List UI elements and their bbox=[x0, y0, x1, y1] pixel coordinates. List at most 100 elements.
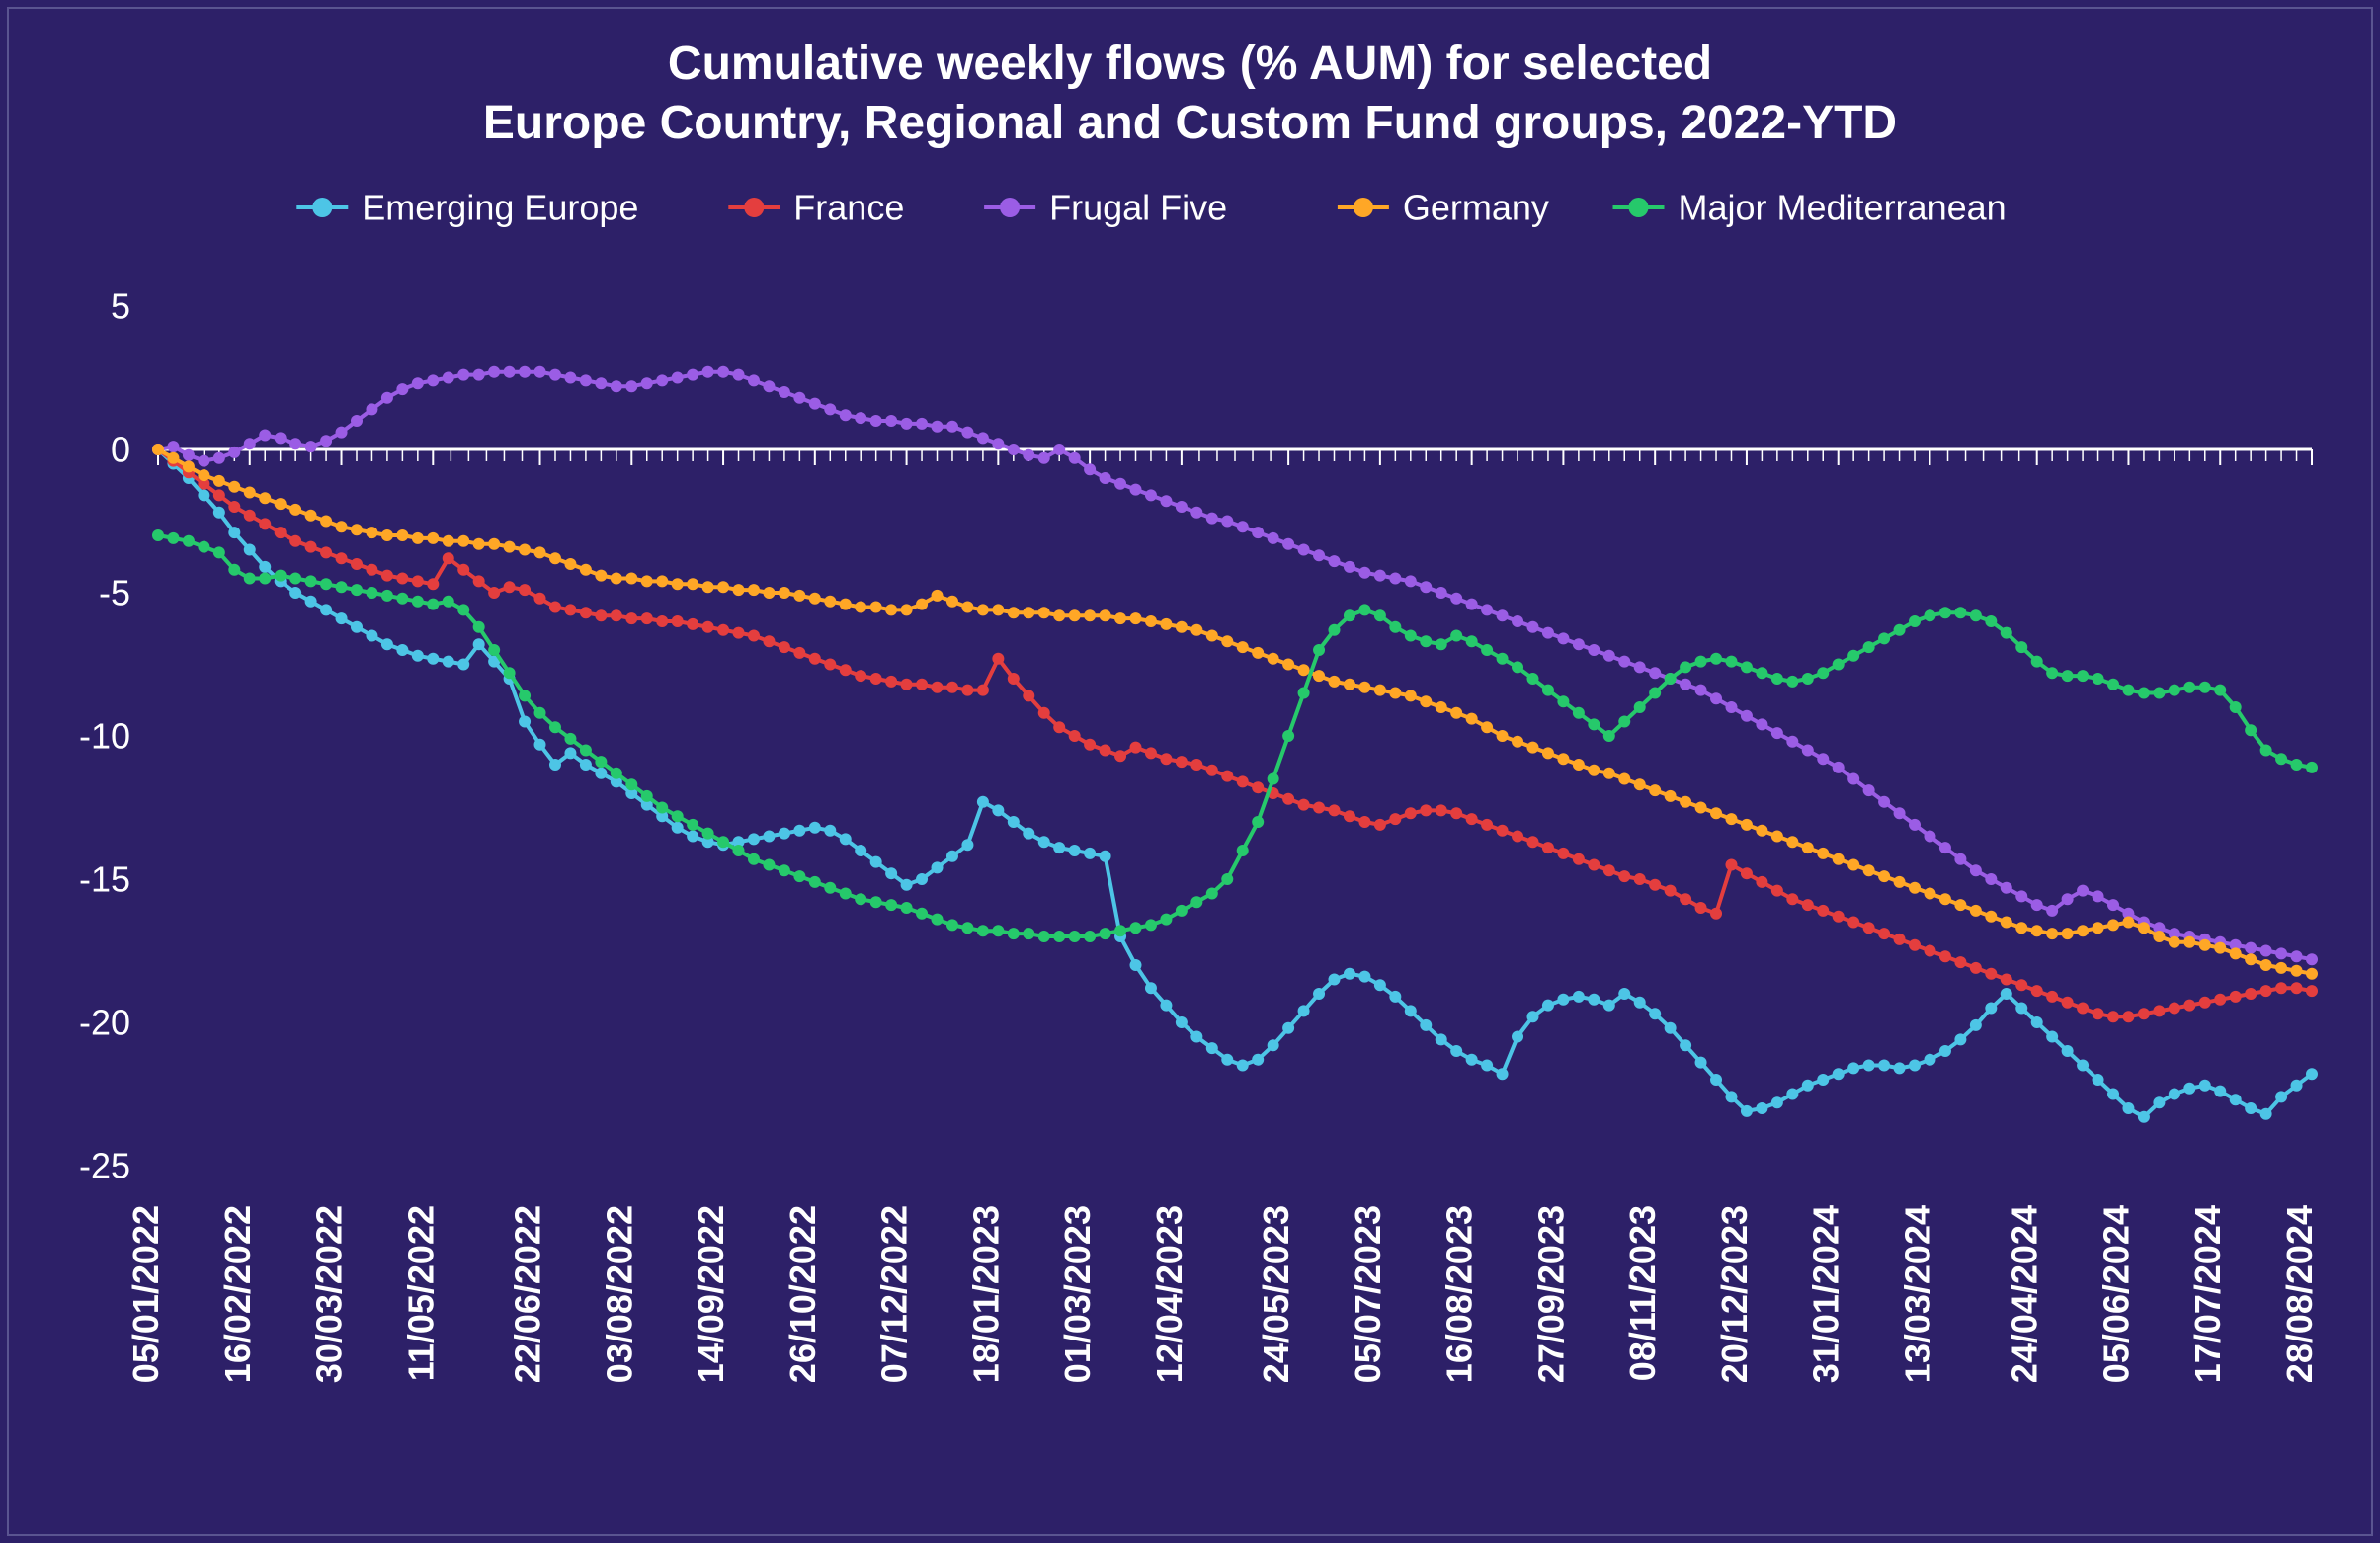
data-marker-icon bbox=[2015, 890, 2027, 902]
data-marker-icon bbox=[1710, 653, 1722, 665]
data-marker-icon bbox=[289, 587, 301, 599]
data-marker-icon bbox=[443, 535, 454, 547]
data-marker-icon bbox=[1526, 836, 1538, 848]
data-marker-icon bbox=[1680, 679, 1691, 690]
data-marker-icon bbox=[2107, 1011, 2119, 1022]
data-marker-icon bbox=[427, 599, 439, 610]
data-marker-icon bbox=[1282, 793, 1294, 805]
data-marker-icon bbox=[1114, 478, 1126, 490]
data-marker-icon bbox=[244, 438, 256, 449]
data-marker-icon bbox=[1114, 925, 1126, 936]
data-marker-icon bbox=[625, 380, 637, 392]
data-marker-icon bbox=[1405, 575, 1417, 587]
data-marker-icon bbox=[1100, 609, 1111, 621]
data-marker-icon bbox=[1756, 876, 1767, 888]
data-marker-icon bbox=[840, 888, 852, 900]
data-marker-icon bbox=[672, 372, 684, 384]
y-tick-label: -20 bbox=[79, 1003, 130, 1043]
data-marker-icon bbox=[228, 481, 240, 493]
data-marker-icon bbox=[2031, 899, 2043, 911]
data-marker-icon bbox=[1909, 882, 1921, 894]
data-marker-icon bbox=[1573, 707, 1585, 719]
data-marker-icon bbox=[1924, 831, 1935, 843]
data-marker-icon bbox=[427, 532, 439, 544]
x-tick-label: 22/06/2022 bbox=[508, 1205, 548, 1383]
data-marker-icon bbox=[1450, 807, 1462, 819]
x-tick-label: 07/12/2022 bbox=[874, 1205, 915, 1383]
data-marker-icon bbox=[275, 498, 287, 510]
data-marker-icon bbox=[519, 690, 531, 701]
data-marker-icon bbox=[473, 575, 485, 587]
data-marker-icon bbox=[457, 535, 469, 547]
data-marker-icon bbox=[1725, 859, 1737, 871]
data-marker-icon bbox=[1145, 919, 1157, 931]
data-marker-icon bbox=[1389, 688, 1401, 699]
data-marker-icon bbox=[870, 896, 882, 908]
data-marker-icon bbox=[1100, 472, 1111, 484]
data-marker-icon bbox=[2275, 947, 2287, 959]
data-marker-icon bbox=[167, 452, 179, 464]
data-marker-icon bbox=[488, 538, 500, 550]
data-marker-icon bbox=[457, 659, 469, 671]
data-marker-icon bbox=[1771, 1096, 1783, 1108]
data-marker-icon bbox=[1405, 630, 1417, 642]
data-marker-icon bbox=[198, 489, 209, 501]
data-marker-icon bbox=[702, 366, 714, 378]
data-marker-icon bbox=[1512, 831, 1523, 843]
data-marker-icon bbox=[534, 366, 546, 378]
x-tick-label: 20/12/2023 bbox=[1714, 1205, 1755, 1383]
data-marker-icon bbox=[2153, 1096, 2165, 1108]
data-marker-icon bbox=[1374, 819, 1386, 831]
data-marker-icon bbox=[549, 602, 561, 613]
data-marker-icon bbox=[1358, 971, 1370, 983]
data-marker-icon bbox=[1588, 644, 1600, 656]
data-marker-icon bbox=[1863, 864, 1875, 876]
data-marker-icon bbox=[2031, 925, 2043, 936]
data-marker-icon bbox=[1512, 736, 1523, 748]
data-marker-icon bbox=[793, 590, 805, 602]
data-marker-icon bbox=[1389, 991, 1401, 1003]
data-marker-icon bbox=[1237, 521, 1249, 532]
data-marker-icon bbox=[2214, 685, 2226, 696]
data-marker-icon bbox=[1420, 804, 1432, 816]
data-marker-icon bbox=[1725, 1091, 1737, 1102]
data-marker-icon bbox=[1573, 759, 1585, 771]
data-marker-icon bbox=[1221, 516, 1233, 528]
data-marker-icon bbox=[2291, 950, 2303, 962]
data-marker-icon bbox=[1328, 974, 1340, 986]
data-marker-icon bbox=[2093, 673, 2104, 685]
data-marker-icon bbox=[748, 833, 760, 845]
data-marker-icon bbox=[763, 587, 775, 599]
y-tick-label: -5 bbox=[99, 573, 130, 613]
data-marker-icon bbox=[1802, 899, 1814, 911]
data-marker-icon bbox=[2015, 1003, 2027, 1015]
data-marker-icon bbox=[1405, 807, 1417, 819]
data-marker-icon bbox=[320, 435, 332, 447]
x-tick-label: 28/08/2024 bbox=[2279, 1205, 2320, 1383]
data-marker-icon bbox=[1221, 873, 1233, 885]
x-tick-label: 16/02/2022 bbox=[217, 1205, 258, 1383]
x-tick-label: 16/08/2023 bbox=[1439, 1205, 1480, 1383]
data-marker-icon bbox=[2245, 953, 2257, 965]
data-marker-icon bbox=[1481, 604, 1493, 615]
data-marker-icon bbox=[1358, 567, 1370, 579]
data-marker-icon bbox=[1145, 615, 1157, 627]
data-marker-icon bbox=[625, 612, 637, 624]
data-marker-icon bbox=[1618, 870, 1630, 882]
data-marker-icon bbox=[1725, 813, 1737, 825]
data-marker-icon bbox=[396, 644, 408, 656]
data-marker-icon bbox=[1924, 1054, 1935, 1066]
data-marker-icon bbox=[213, 475, 225, 487]
data-marker-icon bbox=[1909, 615, 1921, 627]
data-marker-icon bbox=[824, 596, 836, 608]
data-marker-icon bbox=[885, 676, 897, 688]
x-tick-label: 17/07/2024 bbox=[2187, 1205, 2228, 1383]
data-marker-icon bbox=[1878, 632, 1890, 644]
data-marker-icon bbox=[275, 432, 287, 444]
x-tick-label: 05/07/2023 bbox=[1348, 1205, 1388, 1383]
data-marker-icon bbox=[336, 427, 348, 439]
data-marker-icon bbox=[2230, 1094, 2242, 1105]
data-marker-icon bbox=[2260, 985, 2272, 997]
data-marker-icon bbox=[1450, 630, 1462, 642]
data-marker-icon bbox=[1894, 624, 1906, 636]
